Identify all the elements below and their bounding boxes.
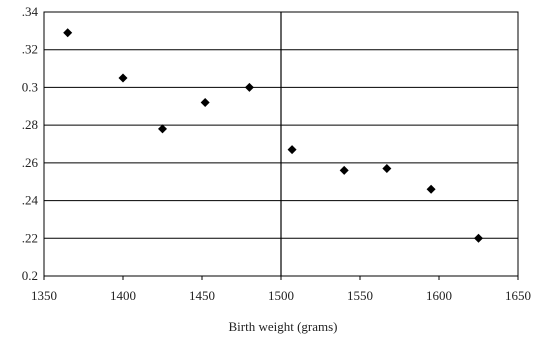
y-tick-label: 0.2 (22, 268, 38, 283)
x-tick-labels: 1350 1400 1450 1500 1550 1600 1650 (31, 288, 531, 303)
axes (43, 11, 519, 280)
data-point (339, 165, 349, 175)
x-tick-label: 1400 (110, 288, 136, 303)
x-tick-label: 1350 (31, 288, 57, 303)
data-point (287, 145, 297, 155)
data-point (474, 233, 483, 243)
y-tick-label: .26 (22, 155, 39, 170)
y-tick-label: .32 (22, 42, 38, 57)
x-tick-label: 1500 (268, 288, 294, 303)
data-point (382, 164, 392, 174)
data-point (118, 73, 128, 83)
y-tick-label: .22 (22, 230, 38, 245)
data-point (63, 28, 73, 38)
x-tick-label: 1650 (505, 288, 531, 303)
data-point (244, 82, 254, 92)
y-tick-labels: 0.2 .22 .24 .26 .28 0.3 .32 .34 (22, 4, 39, 283)
y-tick-label: .28 (22, 117, 38, 132)
y-tick-label: 0.3 (22, 79, 38, 94)
y-tick-label: .24 (22, 193, 39, 208)
data-point (158, 124, 167, 134)
x-tick-label: 1450 (189, 288, 215, 303)
x-tick-label: 1550 (347, 288, 373, 303)
x-axis-title: Birth weight (grams) (228, 319, 337, 334)
data-point (426, 184, 436, 194)
data-point (200, 98, 210, 108)
data-points (63, 28, 483, 243)
x-tick-label: 1600 (426, 288, 452, 303)
y-tick-label: .34 (22, 4, 39, 19)
